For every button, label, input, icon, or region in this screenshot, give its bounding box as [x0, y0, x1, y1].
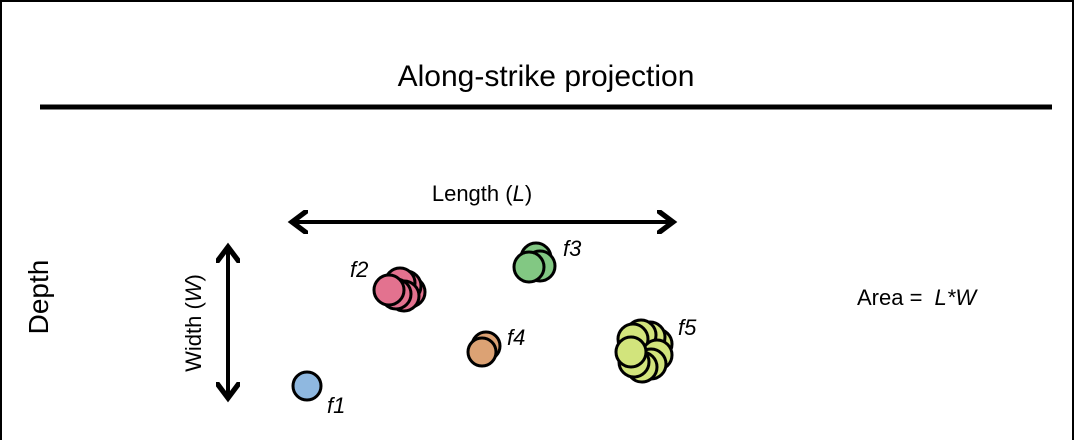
- event-circle: [512, 250, 546, 284]
- fault-label: f1: [327, 393, 345, 418]
- fault-label: f3: [563, 236, 582, 261]
- fault-label: f4: [507, 325, 525, 350]
- label-part: L*W: [935, 285, 979, 310]
- event-circle: [291, 370, 323, 402]
- label-part: ): [181, 274, 206, 281]
- fault-label: f5: [678, 315, 697, 340]
- width-label: Width (W): [181, 274, 206, 372]
- label-part: Area =: [857, 285, 929, 310]
- area-label: Area = L*W: [857, 285, 978, 310]
- event-circle: [466, 336, 498, 368]
- title: Along-strike projection: [398, 60, 695, 93]
- cluster-f4: [466, 330, 502, 368]
- cluster-f5: [614, 318, 674, 384]
- label-part: L: [513, 181, 525, 206]
- label-part: Width (: [181, 302, 206, 372]
- fault-label: f2: [350, 257, 368, 282]
- cluster-f1: [291, 370, 323, 402]
- label-part: Length (: [432, 181, 513, 206]
- cluster-f3: [512, 241, 557, 284]
- label-part: W: [181, 279, 206, 302]
- event-circle: [614, 335, 648, 369]
- event-circle: [372, 273, 406, 307]
- depth-label: Depth: [23, 260, 54, 335]
- label-part: ): [525, 181, 532, 206]
- cluster-f2: [372, 266, 427, 313]
- length-label: Length (L): [432, 181, 532, 206]
